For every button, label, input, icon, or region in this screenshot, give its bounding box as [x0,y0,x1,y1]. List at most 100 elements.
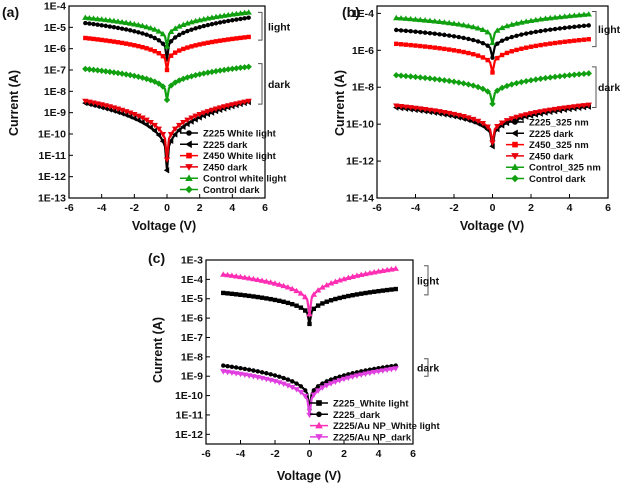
panel-b-xtick-label: 6 [605,202,611,214]
panel-c-series-point-0 [281,299,286,304]
panel-b-series-point-4 [455,21,463,27]
panel-a-legend-label: Z450 White light [203,151,277,162]
panel-b-series-point-0 [475,39,481,44]
panel-b-legend-marker [511,174,519,183]
panel-a-series-point-4 [245,9,252,15]
panel-a-series-point-0 [230,18,235,23]
panel-a-series-point-3 [159,132,167,138]
panel-a-series-point-3 [171,126,179,133]
panel-a-series-point-5 [94,67,101,74]
panel-b-legend-label: Z450 dark [529,151,574,162]
panel-b-series-point-3 [571,104,578,110]
panel-b-series-point-4 [402,15,410,21]
panel-b-xtick-label: 2 [528,202,534,214]
panel-c-series-point-0 [337,295,342,301]
panel-c-series-point-2 [228,272,236,278]
panel-b-series-point-2 [499,52,505,58]
panel-a-series-point-5 [188,73,195,80]
panel-b-series-point-0 [533,29,539,35]
panel-b-series-point-2 [456,48,462,54]
panel-c-legend-marker [316,411,322,418]
panel-a-series-point-3 [220,104,228,110]
panel-a-legend-label: Control white light [203,174,287,185]
panel-b-series-point-5 [498,84,506,92]
panel-c-legend-label: Z225_dark [333,410,381,421]
panel-c-series-point-0 [221,290,226,296]
panel-a-series-point-5 [159,83,167,90]
panel-b-series-point-0 [586,23,591,28]
panel-b-series-point-5 [508,81,515,88]
panel-b-series-point-2 [446,47,452,52]
panel-b-series-point-5 [585,70,592,77]
panel-a-series-point-0 [156,38,162,43]
panel-c-series-point-1 [324,379,329,384]
panel-a-series-point-4 [118,18,126,25]
panel-a-series-point-3 [216,105,224,111]
panel-c-series-point-2 [258,277,266,283]
panel-a-series-point-1 [143,121,149,128]
panel-a-series-point-0 [160,41,166,46]
panel-b-legend-label: Control dark [529,174,586,185]
panel-c-series-point-0 [359,291,364,296]
panel-a-series-point-2 [189,44,194,49]
panel-b-series-point-3 [585,102,592,108]
panel-a-series-point-2 [185,45,190,50]
panel-b-series-point-0 [466,36,471,42]
panel-c-ytick-label: 1E-5 [181,293,203,305]
panel-c-series-point-3 [284,383,292,389]
panel-a-series-point-5 [114,69,122,77]
panel-c-series-point-3 [358,372,365,378]
panel-a-series-point-1 [159,138,166,145]
panel-b-series-point-2 [466,50,471,56]
panel-a-series-point-2 [238,35,243,41]
panel-c-annotation-light: light [417,275,440,287]
panel-a-series-point-1 [135,116,141,124]
panel-a-xtick-label: -4 [97,202,106,214]
panel-c-series-point-0 [350,293,355,298]
panel-a-series-point-3 [188,115,195,121]
panel-a-series-point-3 [131,112,138,118]
panel-c-xlabel: Voltage (V) [277,469,341,483]
panel-b-series-point-0 [538,28,543,34]
panel-c-series-point-1 [229,364,235,370]
panel-a-series-point-2 [205,40,211,45]
panel-c-series-point-3 [310,392,318,399]
panel-b-series-point-0 [495,41,500,46]
panel-a-series-point-1 [151,127,157,134]
panel-b-legend-label: Z450_325 nm [529,140,589,151]
panel-b-series-point-5 [532,76,540,83]
panel-c-series-point-0 [346,293,351,299]
panel-b-series-point-3 [484,124,491,130]
panel-a-series-point-4 [122,19,130,26]
panel-b-series-point-0 [504,36,510,41]
panel-c-series-point-0 [290,301,295,307]
panel-c-legend-marker [315,434,323,441]
panel-b-series-point-3 [455,112,463,119]
panel-c-series-point-0 [371,289,377,294]
panel-a-series-point-0 [181,30,186,36]
panel-a-series-point-4 [98,16,105,22]
panel-c-series-point-3 [353,373,361,379]
panel-b-series-point-3 [503,118,511,124]
panel-a-series-point-4 [155,28,163,34]
panel-b-series-point-3 [508,116,515,122]
panel-c-series-point-3 [345,375,352,381]
panel-b-series-point-4 [561,13,568,19]
panel-a-series-point-5 [90,66,97,74]
panel-b-series-point-4 [426,17,434,24]
panel-a-series-point-5 [82,65,89,73]
panel-a-series-point-4 [102,16,109,23]
panel-c-series-point-1 [285,377,291,382]
panel-b-series-point-5 [421,74,429,82]
panel-a-series-point-4 [143,23,150,30]
panel-c-series-point-3 [340,376,348,383]
panel-b-series-point-0 [514,33,519,38]
panel-a-series-point-2 [197,42,202,47]
panel-b-series-point-4 [585,11,592,17]
panel-b-series-point-3 [474,118,482,125]
panel-b-series-point-5 [479,85,487,93]
panel-a-series-point-0 [123,27,129,32]
panel-b-series-point-4 [470,23,477,30]
panel-a-series-point-5 [131,72,138,80]
panel-c-series-point-2 [306,311,313,317]
